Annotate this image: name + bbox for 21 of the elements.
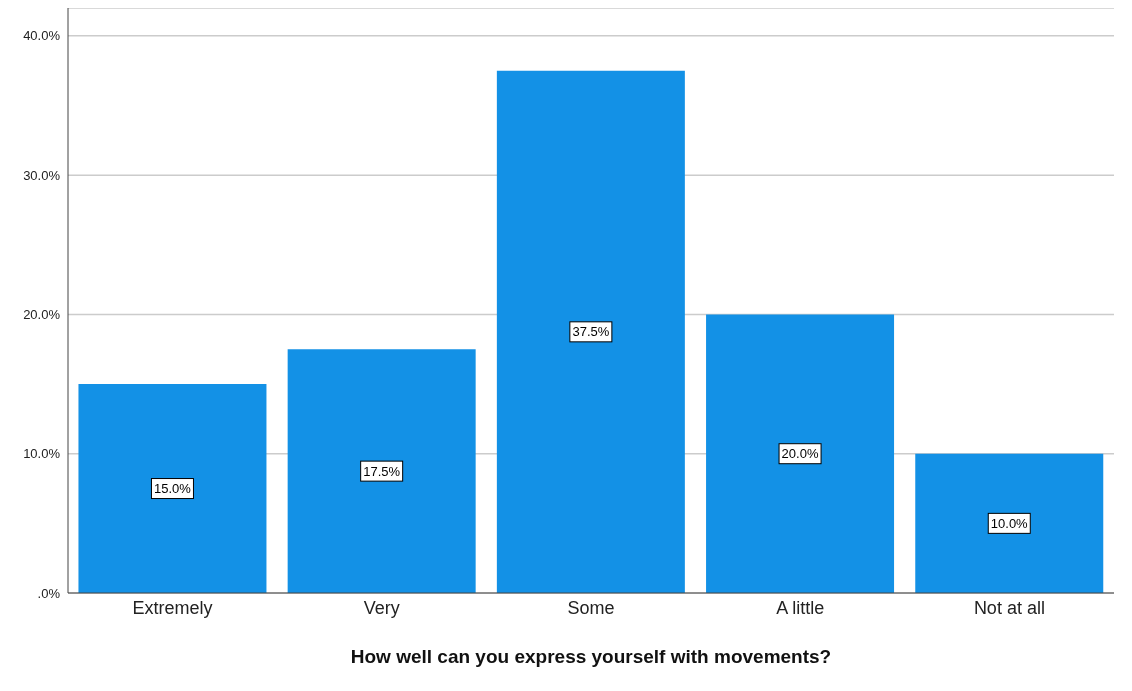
x-axis-title: How well can you express yourself with movements?: [350, 646, 832, 667]
y-tick-label: .0%: [37, 585, 61, 601]
data-label: 20.0%: [781, 446, 819, 462]
data-label: 15.0%: [154, 481, 192, 497]
x-tick-label: Some: [567, 597, 615, 618]
y-tick-label: 20.0%: [23, 307, 61, 323]
bar: [706, 314, 895, 593]
y-tick-label: 10.0%: [23, 446, 61, 462]
x-tick-label: A little: [776, 597, 825, 618]
bar: [496, 70, 685, 593]
bar: [287, 349, 476, 593]
y-tick-label: 40.0%: [23, 28, 61, 44]
data-label: 10.0%: [990, 515, 1029, 531]
bar: [915, 453, 1104, 593]
data-label: 17.5%: [363, 463, 401, 479]
data-label: 37.5%: [572, 324, 610, 340]
bar: [78, 384, 267, 593]
x-tick-label: Not at all: [973, 597, 1045, 618]
y-tick-label: 30.0%: [23, 167, 61, 183]
x-tick-label: Extremely: [132, 597, 213, 618]
x-tick-label: Very: [363, 597, 400, 618]
